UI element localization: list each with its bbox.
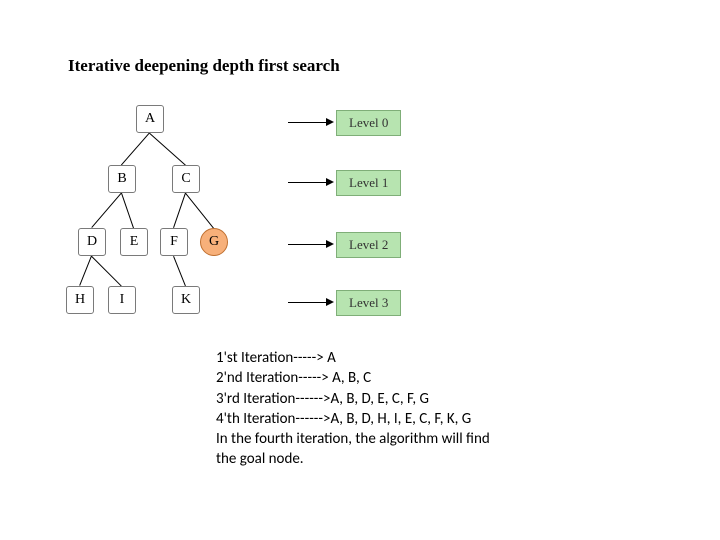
iteration-line: 1'st Iteration-----> A xyxy=(216,348,490,368)
iteration-line: 2'nd Iteration-----> A, B, C xyxy=(216,368,490,388)
level-arrow xyxy=(288,122,326,123)
level-arrow-head xyxy=(326,118,334,126)
level-arrow xyxy=(288,302,326,303)
tree-node-goal: G xyxy=(200,228,228,256)
iteration-line: In the fourth iteration, the algorithm w… xyxy=(216,429,490,449)
level-arrow-head xyxy=(326,178,334,186)
iterations-text: 1'st Iteration-----> A2'nd Iteration----… xyxy=(216,348,490,470)
iteration-line: 4'th Iteration------>A, B, D, H, I, E, C… xyxy=(216,409,490,429)
tree-node: D xyxy=(78,228,106,256)
iteration-line: 3'rd Iteration------>A, B, D, E, C, F, G xyxy=(216,389,490,409)
tree-edge xyxy=(121,193,134,228)
tree-edge xyxy=(121,132,150,165)
tree-node: A xyxy=(136,105,164,133)
level-arrow xyxy=(288,182,326,183)
tree-node: C xyxy=(172,165,200,193)
tree-edge xyxy=(91,256,122,287)
page-title: Iterative deepening depth first search xyxy=(68,56,340,76)
iteration-line: the goal node. xyxy=(216,449,490,469)
tree-node: I xyxy=(108,286,136,314)
level-box: Level 1 xyxy=(336,170,401,196)
tree-edge xyxy=(173,193,186,228)
level-box: Level 3 xyxy=(336,290,401,316)
tree-edge xyxy=(91,192,122,228)
tree-edge xyxy=(185,193,214,229)
tree-edge xyxy=(173,256,186,286)
tree-node: K xyxy=(172,286,200,314)
tree-node: F xyxy=(160,228,188,256)
level-box: Level 0 xyxy=(336,110,401,136)
level-box: Level 2 xyxy=(336,232,401,258)
tree-node: H xyxy=(66,286,94,314)
tree-node: E xyxy=(120,228,148,256)
tree-edge xyxy=(79,256,92,286)
level-arrow xyxy=(288,244,326,245)
level-arrow-head xyxy=(326,240,334,248)
tree-edge xyxy=(149,133,186,166)
level-arrow-head xyxy=(326,298,334,306)
tree-node: B xyxy=(108,165,136,193)
